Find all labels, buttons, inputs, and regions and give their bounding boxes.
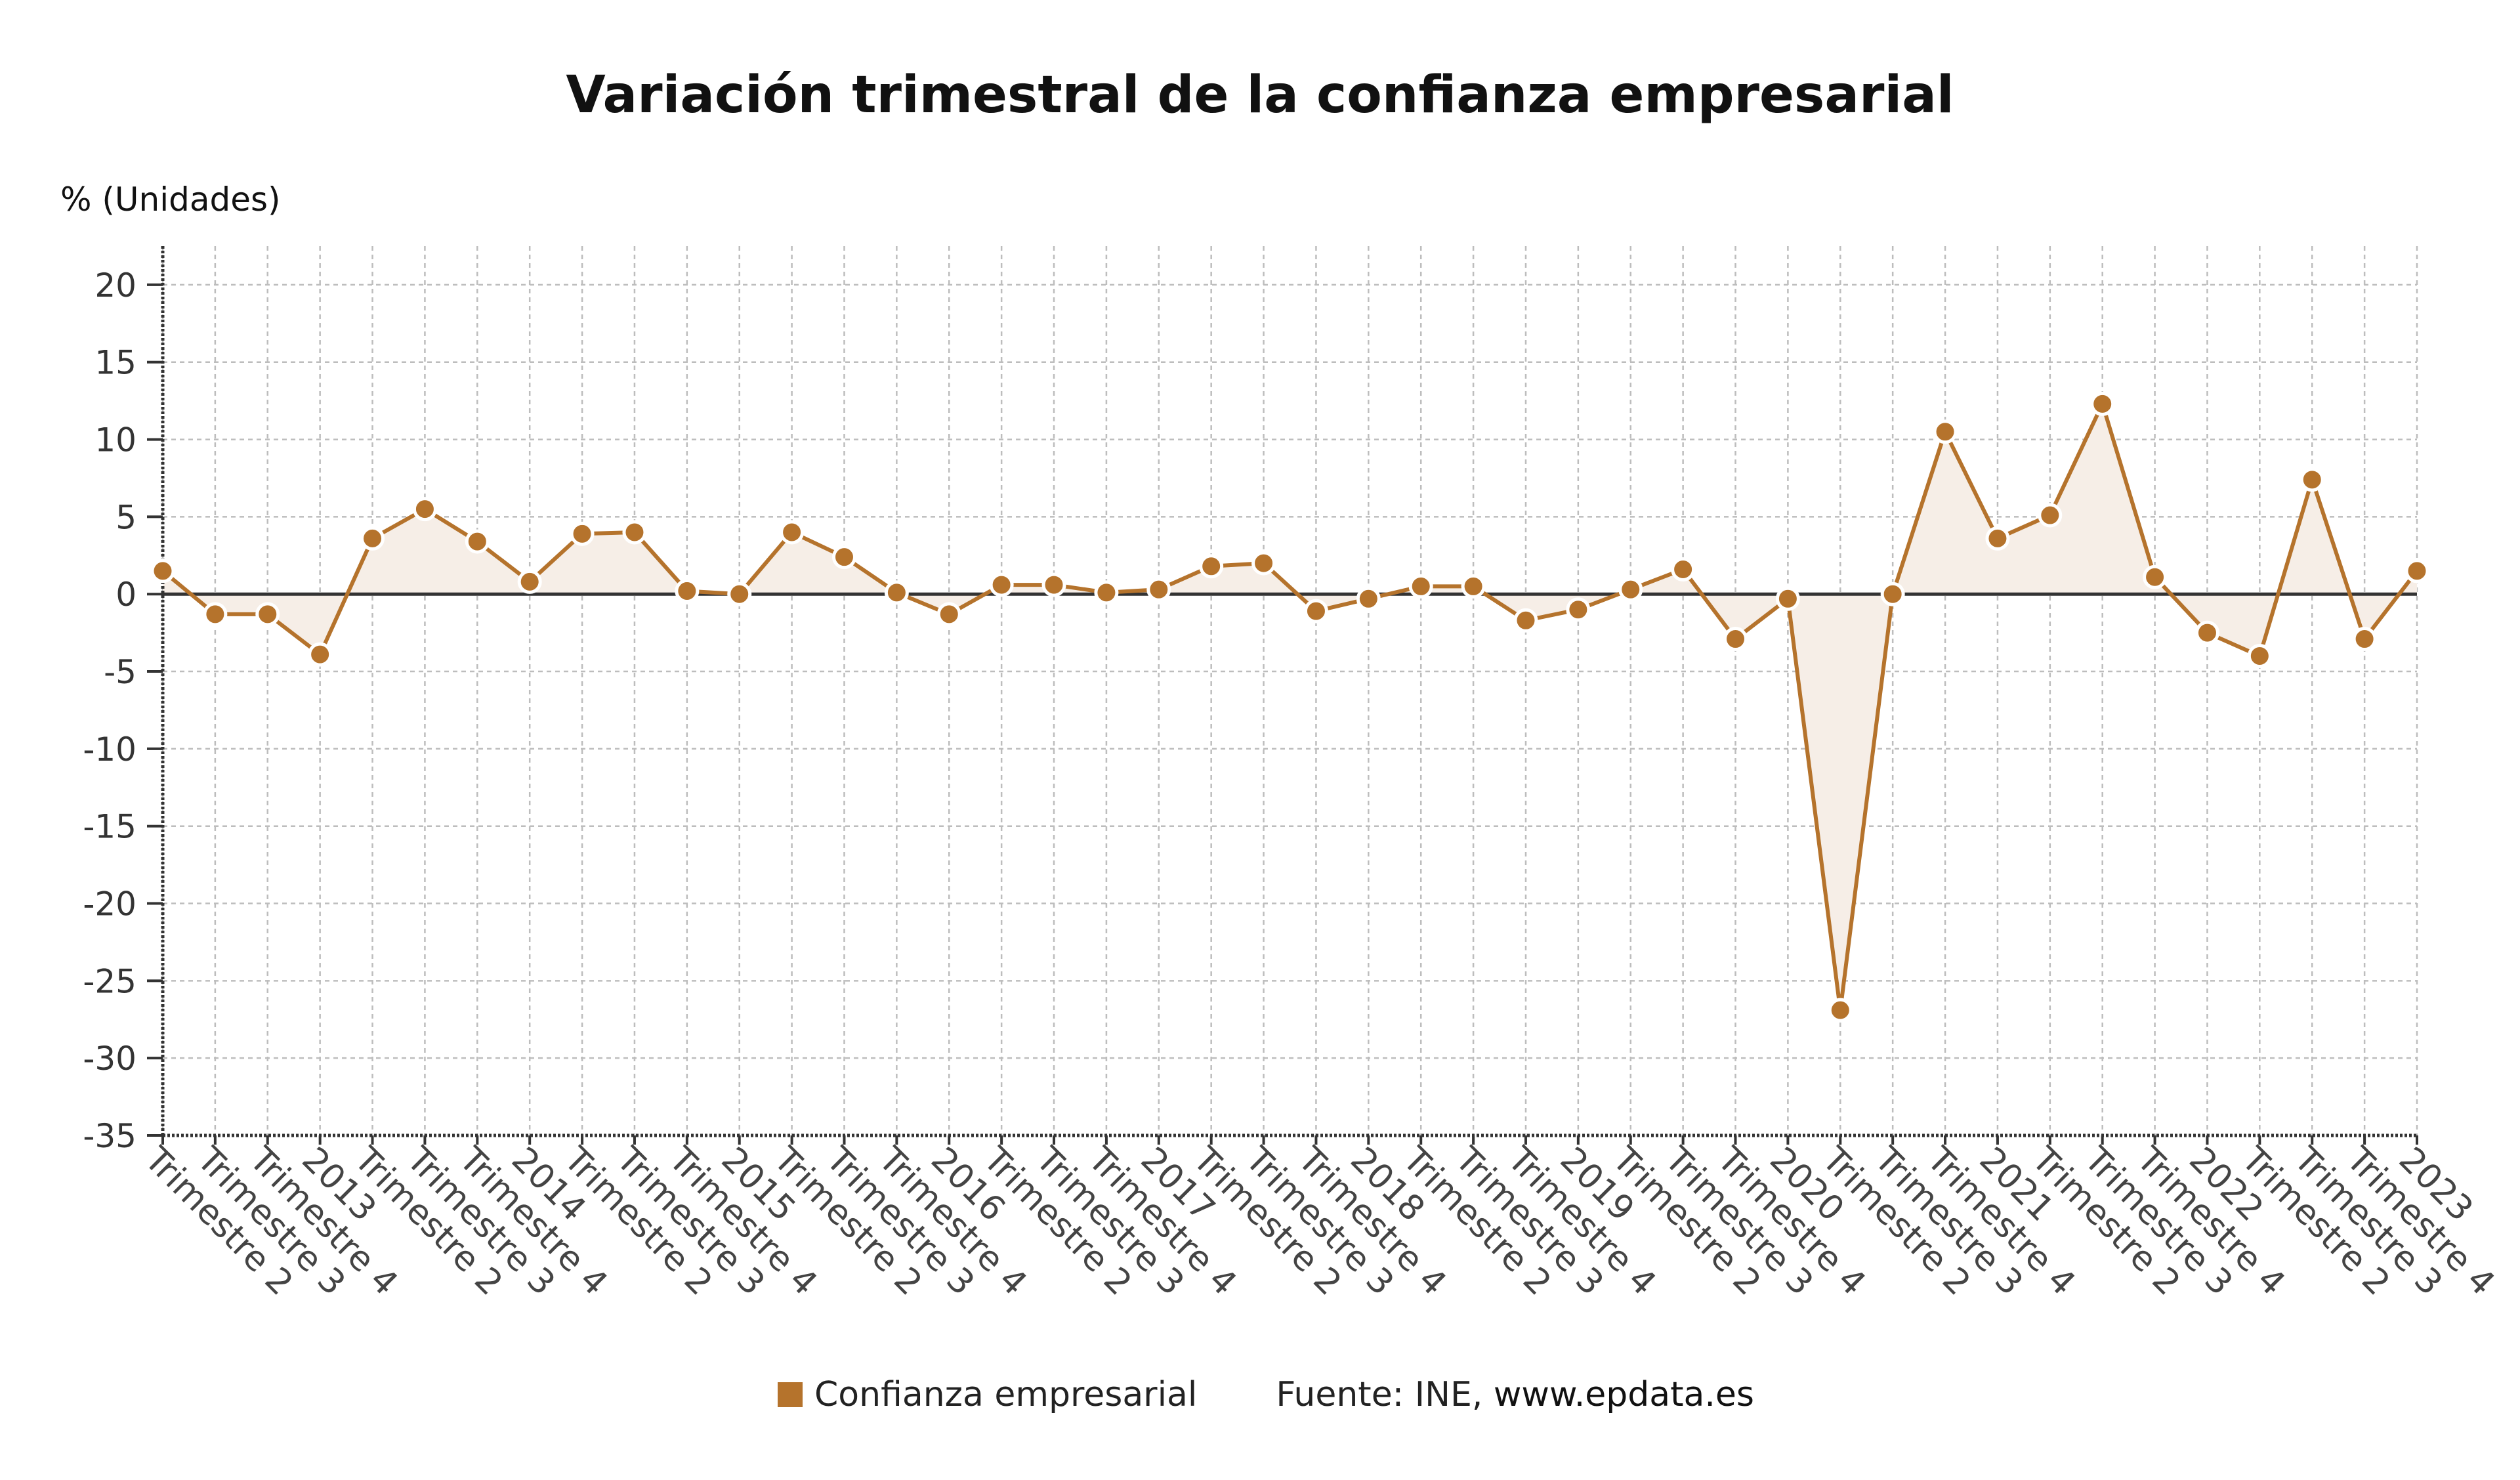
source-site-link[interactable]: www.epdata.es xyxy=(1493,1375,1754,1414)
data-point xyxy=(1723,627,1748,652)
source-text: Fuente: INE, www.epdata.es xyxy=(1276,1375,1754,1414)
y-axis-unit-label: % (Unidades) xyxy=(60,180,281,219)
data-point xyxy=(1303,599,1328,624)
data-point xyxy=(1408,574,1433,599)
data-point xyxy=(2300,467,2324,492)
legend-series-label: Confianza empresarial xyxy=(814,1375,1198,1414)
series-points xyxy=(150,391,2429,1023)
data-point xyxy=(1513,608,1538,633)
y-tick-label: -30 xyxy=(83,1040,136,1078)
source-prefix: Fuente: INE, xyxy=(1276,1375,1494,1414)
y-tick-label: -5 xyxy=(104,653,136,691)
data-point xyxy=(1461,574,1486,599)
data-point xyxy=(2143,564,2168,589)
chart-title: Variación trimestral de la confianza emp… xyxy=(566,66,1954,125)
data-point xyxy=(1933,419,1958,444)
data-point xyxy=(308,642,333,667)
data-point xyxy=(570,521,595,546)
y-tick-label: -20 xyxy=(83,885,136,923)
data-point xyxy=(675,579,700,604)
data-point xyxy=(1880,581,1905,606)
legend: Confianza empresarial Fuente: INE, www.e… xyxy=(778,1372,1754,1418)
data-point xyxy=(831,545,856,570)
data-point xyxy=(203,602,228,627)
y-tick-label: 10 xyxy=(94,421,136,459)
data-point xyxy=(1671,557,1696,582)
data-point xyxy=(517,569,542,594)
data-point xyxy=(1828,998,1853,1023)
data-point xyxy=(1199,554,1224,579)
y-tick-labels: 20 15 10 5 0 -5 -10 -15 -20 -25 -30 -35 xyxy=(83,266,136,1155)
data-point xyxy=(2090,391,2115,416)
y-tick-label: -35 xyxy=(83,1117,136,1155)
axes xyxy=(147,246,2418,1145)
series-area-fill xyxy=(163,404,2417,1011)
data-point xyxy=(1775,586,1800,611)
data-point xyxy=(2352,627,2377,652)
data-point xyxy=(150,559,175,583)
data-point xyxy=(989,572,1014,597)
y-tick-label: -15 xyxy=(83,808,136,846)
y-tick-label: 15 xyxy=(94,344,136,382)
data-point xyxy=(360,526,385,551)
data-point xyxy=(936,602,961,627)
data-point xyxy=(1094,580,1119,605)
data-point xyxy=(2194,620,2219,645)
y-tick-label: 0 xyxy=(116,576,136,614)
series-area xyxy=(163,404,2417,1011)
legend-swatch-icon xyxy=(778,1382,803,1407)
data-point xyxy=(1146,577,1171,602)
data-point xyxy=(780,520,805,545)
data-point xyxy=(727,581,752,606)
data-point xyxy=(1985,526,2010,551)
data-point xyxy=(2038,503,2063,528)
data-point xyxy=(1356,586,1381,611)
y-tick-label: 20 xyxy=(94,266,136,305)
y-tick-label: -10 xyxy=(83,730,136,769)
data-point xyxy=(884,580,909,605)
data-point xyxy=(1566,597,1591,622)
data-point xyxy=(1041,572,1066,597)
y-tick-label: 5 xyxy=(116,498,136,536)
data-point xyxy=(2247,643,2272,668)
data-point xyxy=(412,497,437,522)
data-point xyxy=(1618,577,1643,602)
grid-lines xyxy=(161,246,2418,1135)
data-point xyxy=(2404,559,2429,583)
data-point xyxy=(622,520,647,545)
data-point xyxy=(465,529,490,554)
y-tick-label: -25 xyxy=(83,962,136,1000)
data-point xyxy=(255,602,280,627)
data-point xyxy=(1251,551,1276,576)
